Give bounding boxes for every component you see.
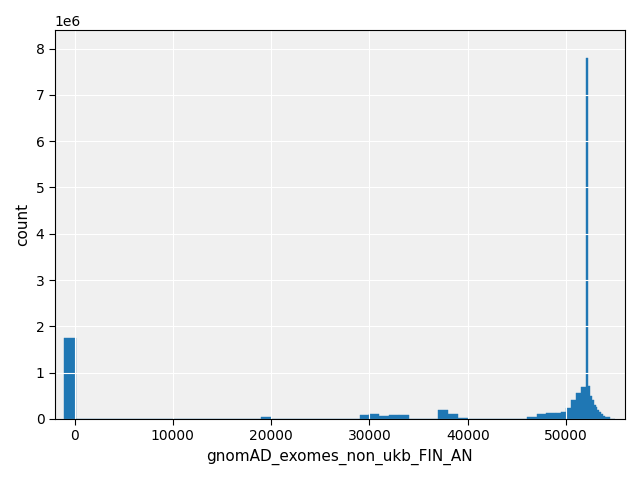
Bar <box>536 414 547 419</box>
Bar <box>64 338 76 419</box>
X-axis label: gnomAD_exomes_non_ukb_FIN_AN: gnomAD_exomes_non_ukb_FIN_AN <box>207 449 473 465</box>
Bar <box>589 396 591 419</box>
Bar <box>561 412 566 419</box>
Bar <box>556 413 561 419</box>
Bar <box>438 410 448 419</box>
Bar <box>591 400 593 419</box>
Bar <box>458 418 468 419</box>
Bar <box>566 408 571 419</box>
Bar <box>389 415 399 419</box>
Bar <box>605 418 611 419</box>
Bar <box>360 415 369 419</box>
Bar <box>547 413 556 419</box>
Bar <box>448 414 458 419</box>
Bar <box>602 414 604 419</box>
Y-axis label: count: count <box>15 203 30 246</box>
Bar <box>604 416 605 419</box>
Bar <box>576 394 580 419</box>
Bar <box>586 58 588 419</box>
Bar <box>588 386 589 419</box>
Bar <box>571 400 576 419</box>
Bar <box>261 417 271 419</box>
Bar <box>593 405 595 419</box>
Bar <box>399 415 409 419</box>
Bar <box>598 409 600 419</box>
Bar <box>595 407 598 419</box>
Bar <box>527 418 536 419</box>
Bar <box>380 416 389 419</box>
Bar <box>600 412 602 419</box>
Bar <box>369 414 380 419</box>
Bar <box>580 387 586 419</box>
